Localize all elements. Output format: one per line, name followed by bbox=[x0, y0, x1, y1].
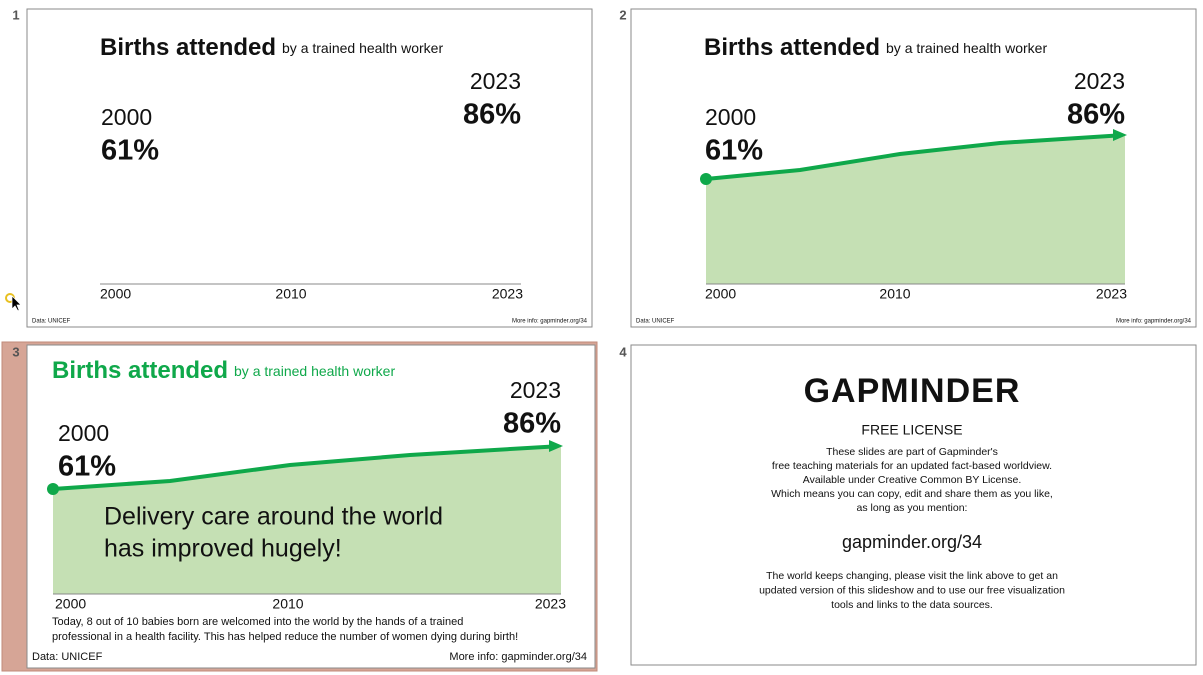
license-line: These slides are part of Gapminder's bbox=[826, 446, 998, 458]
trend-start bbox=[700, 173, 712, 185]
title: Births attended bbox=[704, 34, 880, 61]
start-value: 61% bbox=[705, 135, 763, 167]
slide-title: Births attended by a trained health worke… bbox=[100, 34, 443, 61]
caption: Today, 8 out of 10 babies born are welco… bbox=[52, 616, 463, 628]
axis-label: 2010 bbox=[879, 286, 910, 302]
trend-area bbox=[53, 446, 561, 594]
start-year: 2000 bbox=[705, 104, 756, 130]
license-line: Available under Creative Common BY Licen… bbox=[803, 474, 1021, 486]
trend-arrow bbox=[1113, 129, 1127, 141]
source: Data: UNICEF bbox=[32, 319, 71, 325]
subtitle: by a trained health worker bbox=[234, 363, 395, 379]
end-year: 2023 bbox=[470, 68, 521, 94]
slide-number: 3 bbox=[12, 344, 19, 359]
slide-number: 1 bbox=[12, 7, 19, 22]
slide-title: Births attended by a trained health worke… bbox=[704, 34, 1047, 61]
headline: Delivery care around the world bbox=[104, 503, 443, 531]
license-title: FREE LICENSE bbox=[861, 422, 962, 438]
slide-title: Births attended by a trained health worke… bbox=[52, 357, 395, 384]
source: Data: UNICEF bbox=[32, 651, 103, 663]
trend-line bbox=[52, 444, 552, 491]
closing-line: The world keeps changing, please visit t… bbox=[766, 570, 1058, 582]
more-info: More info: gapminder.org/34 bbox=[1116, 319, 1192, 325]
end-value: 86% bbox=[1067, 99, 1125, 131]
license-line: as long as you mention: bbox=[857, 502, 968, 514]
title: Births attended bbox=[52, 357, 228, 384]
slide-number: 4 bbox=[619, 344, 627, 359]
caption: professional in a health facility. This … bbox=[52, 631, 518, 643]
axis-label: 2000 bbox=[55, 596, 86, 612]
axis-label: 2000 bbox=[705, 286, 736, 302]
more-info: More info: gapminder.org/34 bbox=[512, 319, 588, 325]
axis-label: 2000 bbox=[100, 286, 131, 302]
start-year: 2000 bbox=[58, 420, 109, 446]
logo: GAPMINDER bbox=[804, 372, 1021, 410]
license-line: free teaching materials for an updated f… bbox=[772, 460, 1052, 472]
end-year: 2023 bbox=[1074, 68, 1125, 94]
start-value: 61% bbox=[101, 135, 159, 167]
start-year: 2000 bbox=[101, 104, 152, 130]
cursor bbox=[11, 295, 22, 312]
slide-number: 2 bbox=[619, 7, 626, 22]
axis-label: 2010 bbox=[275, 286, 306, 302]
trend-arrow bbox=[549, 440, 563, 452]
end-value: 86% bbox=[463, 99, 521, 131]
trend-line bbox=[705, 133, 1116, 181]
source: Data: UNICEF bbox=[636, 319, 675, 325]
more-info: More info: gapminder.org/34 bbox=[449, 651, 587, 663]
closing-line: tools and links to the data sources. bbox=[831, 599, 993, 611]
trend-area bbox=[706, 135, 1125, 284]
subtitle: by a trained health worker bbox=[282, 40, 443, 56]
end-year: 2023 bbox=[510, 377, 561, 403]
axis-label: 2023 bbox=[1096, 286, 1127, 302]
axis-label: 2010 bbox=[272, 596, 303, 612]
start-value: 61% bbox=[58, 451, 116, 483]
closing-line: updated version of this slideshow and to… bbox=[759, 584, 1065, 596]
headline: has improved hugely! bbox=[104, 535, 342, 563]
axis-label: 2023 bbox=[535, 596, 566, 612]
slide[interactable] bbox=[630, 344, 1197, 666]
title: Births attended bbox=[100, 34, 276, 61]
subtitle: by a trained health worker bbox=[886, 40, 1047, 56]
link: gapminder.org/34 bbox=[842, 532, 982, 552]
trend-start bbox=[47, 483, 59, 495]
end-value: 86% bbox=[503, 408, 561, 440]
axis-label: 2023 bbox=[492, 286, 523, 302]
slide[interactable] bbox=[26, 8, 593, 328]
license-line: Which means you can copy, edit and share… bbox=[771, 488, 1053, 500]
